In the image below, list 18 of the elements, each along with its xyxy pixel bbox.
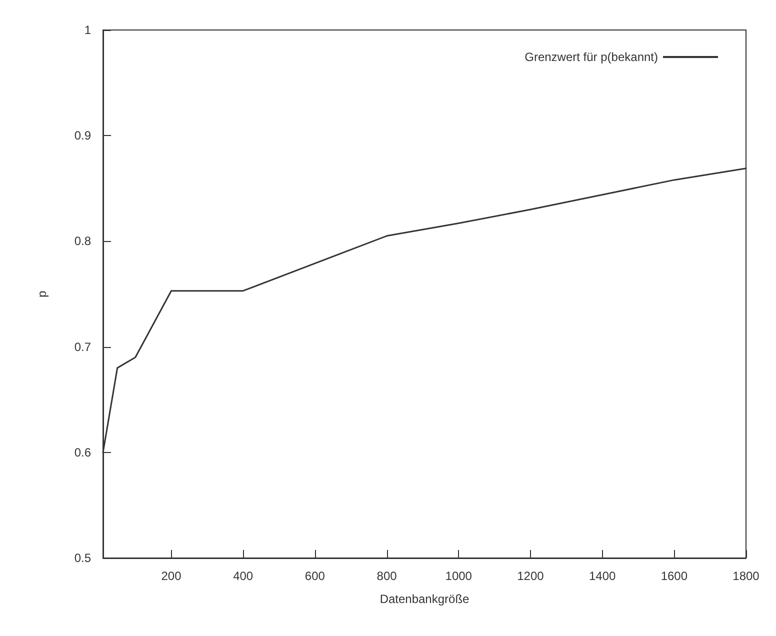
x-tick-label: 800 xyxy=(376,569,398,583)
y-tick-label: 0.9 xyxy=(74,128,92,143)
x-tick-label: 1800 xyxy=(732,569,760,583)
x-axis-title: Datenbankgröße xyxy=(380,592,470,606)
x-tick-label: 1200 xyxy=(517,569,544,583)
x-tick-label: 400 xyxy=(233,569,254,583)
y-tick-label: 0.7 xyxy=(74,340,92,354)
y-axis-title: p xyxy=(35,290,49,298)
x-tick-label: 1400 xyxy=(588,569,616,583)
y-tick-label: 0.8 xyxy=(74,234,92,248)
x-tick-label: 200 xyxy=(161,569,182,583)
legend-label: Grenzwert für p(bekannt) xyxy=(524,50,658,64)
x-tick-label: 1600 xyxy=(660,569,688,583)
x-tick-label: 1000 xyxy=(445,569,472,583)
y-tick-label: 0.6 xyxy=(74,445,92,460)
y-tick-label: 1 xyxy=(84,23,92,37)
y-tick-label: 0.5 xyxy=(74,551,92,565)
x-tick-label: 600 xyxy=(304,569,326,583)
